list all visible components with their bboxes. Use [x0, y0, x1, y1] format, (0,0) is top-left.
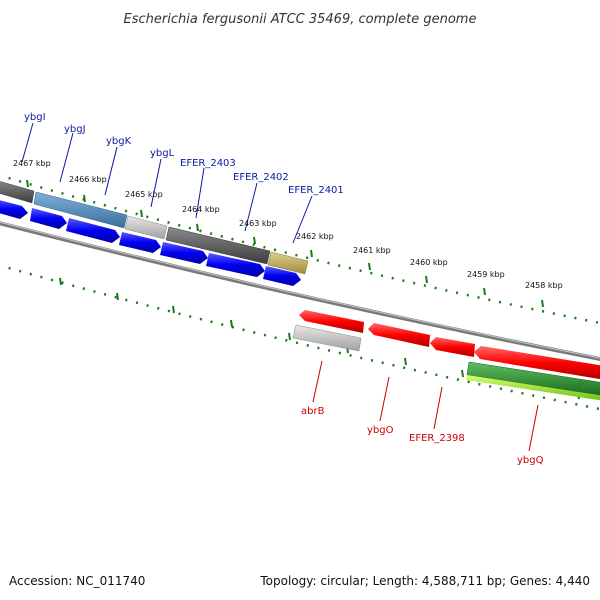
reverse-cds-track — [299, 310, 600, 380]
cog-track-forward — [0, 181, 309, 275]
cog-track-reverse — [292, 324, 600, 401]
gene-label[interactable]: abrB — [301, 406, 325, 417]
forward-cds[interactable] — [119, 232, 161, 253]
cog-segment — [165, 226, 271, 265]
reverse-cds[interactable] — [299, 310, 364, 333]
forward-cds[interactable] — [30, 208, 67, 229]
map-title: Escherichia fergusonii ATCC 35469, compl… — [124, 12, 477, 27]
gene-label[interactable]: ybgJ — [64, 124, 86, 135]
forward-cds[interactable] — [263, 266, 301, 286]
forward-cds[interactable] — [66, 218, 120, 243]
upper-major-ticks — [26, 179, 544, 308]
cog-segment — [267, 251, 309, 275]
tick-labels: 2467 kbp 2466 kbp 2465 kbp 2464 kbp 2463… — [13, 159, 563, 290]
tick-label: 2467 kbp — [13, 159, 51, 168]
cog-segment — [466, 361, 600, 396]
tick-label: 2465 kbp — [125, 190, 163, 199]
gene-label[interactable]: ybgQ — [517, 455, 544, 466]
reverse-cds[interactable] — [474, 346, 600, 380]
gene-label[interactable]: EFER_2401 — [288, 185, 344, 196]
reverse-cds[interactable] — [430, 337, 475, 357]
upper-tick-ruler — [0, 174, 600, 325]
genome-backbone-highlight — [0, 221, 600, 359]
gene-label[interactable]: ybgK — [106, 136, 132, 147]
reverse-gene-names: abrB ybgO EFER_2398 ybgQ — [301, 406, 544, 466]
gene-label[interactable]: ybgL — [150, 148, 175, 159]
genome-summary: Topology: circular; Length: 4,588,711 bp… — [260, 574, 590, 588]
cog-segment — [0, 181, 35, 204]
cog-segment — [292, 324, 362, 352]
gene-label[interactable]: ybgO — [367, 425, 394, 436]
tick-label: 2464 kbp — [182, 205, 220, 214]
forward-cds-track — [0, 199, 301, 286]
tick-label: 2462 kbp — [296, 232, 334, 241]
tick-label: 2461 kbp — [353, 246, 391, 255]
forward-cds[interactable] — [0, 199, 28, 219]
forward-gene-names: ybgI ybgJ ybgK ybgL EFER_2403 EFER_2402 … — [24, 112, 344, 196]
reverse-cds[interactable] — [368, 323, 430, 347]
gene-label[interactable]: EFER_2403 — [180, 158, 236, 169]
gene-label[interactable]: EFER_2402 — [233, 172, 289, 183]
cog-segment — [124, 215, 168, 240]
cog-segment — [466, 375, 600, 401]
gene-label[interactable]: ybgI — [24, 112, 46, 123]
accession-label: Accession: NC_011740 — [9, 574, 146, 588]
forward-gene-labels — [21, 122, 313, 244]
reverse-gene-labels — [312, 360, 539, 452]
tick-label: 2458 kbp — [525, 281, 563, 290]
genome-backbone — [0, 221, 600, 362]
tick-label: 2463 kbp — [239, 219, 277, 228]
gene-label[interactable]: EFER_2398 — [409, 433, 465, 444]
forward-cds[interactable] — [206, 253, 265, 277]
cog-segment — [33, 191, 128, 229]
tick-label: 2459 kbp — [467, 270, 505, 279]
tick-label: 2466 kbp — [69, 175, 107, 184]
tick-label: 2460 kbp — [410, 258, 448, 267]
forward-cds[interactable] — [160, 242, 208, 264]
